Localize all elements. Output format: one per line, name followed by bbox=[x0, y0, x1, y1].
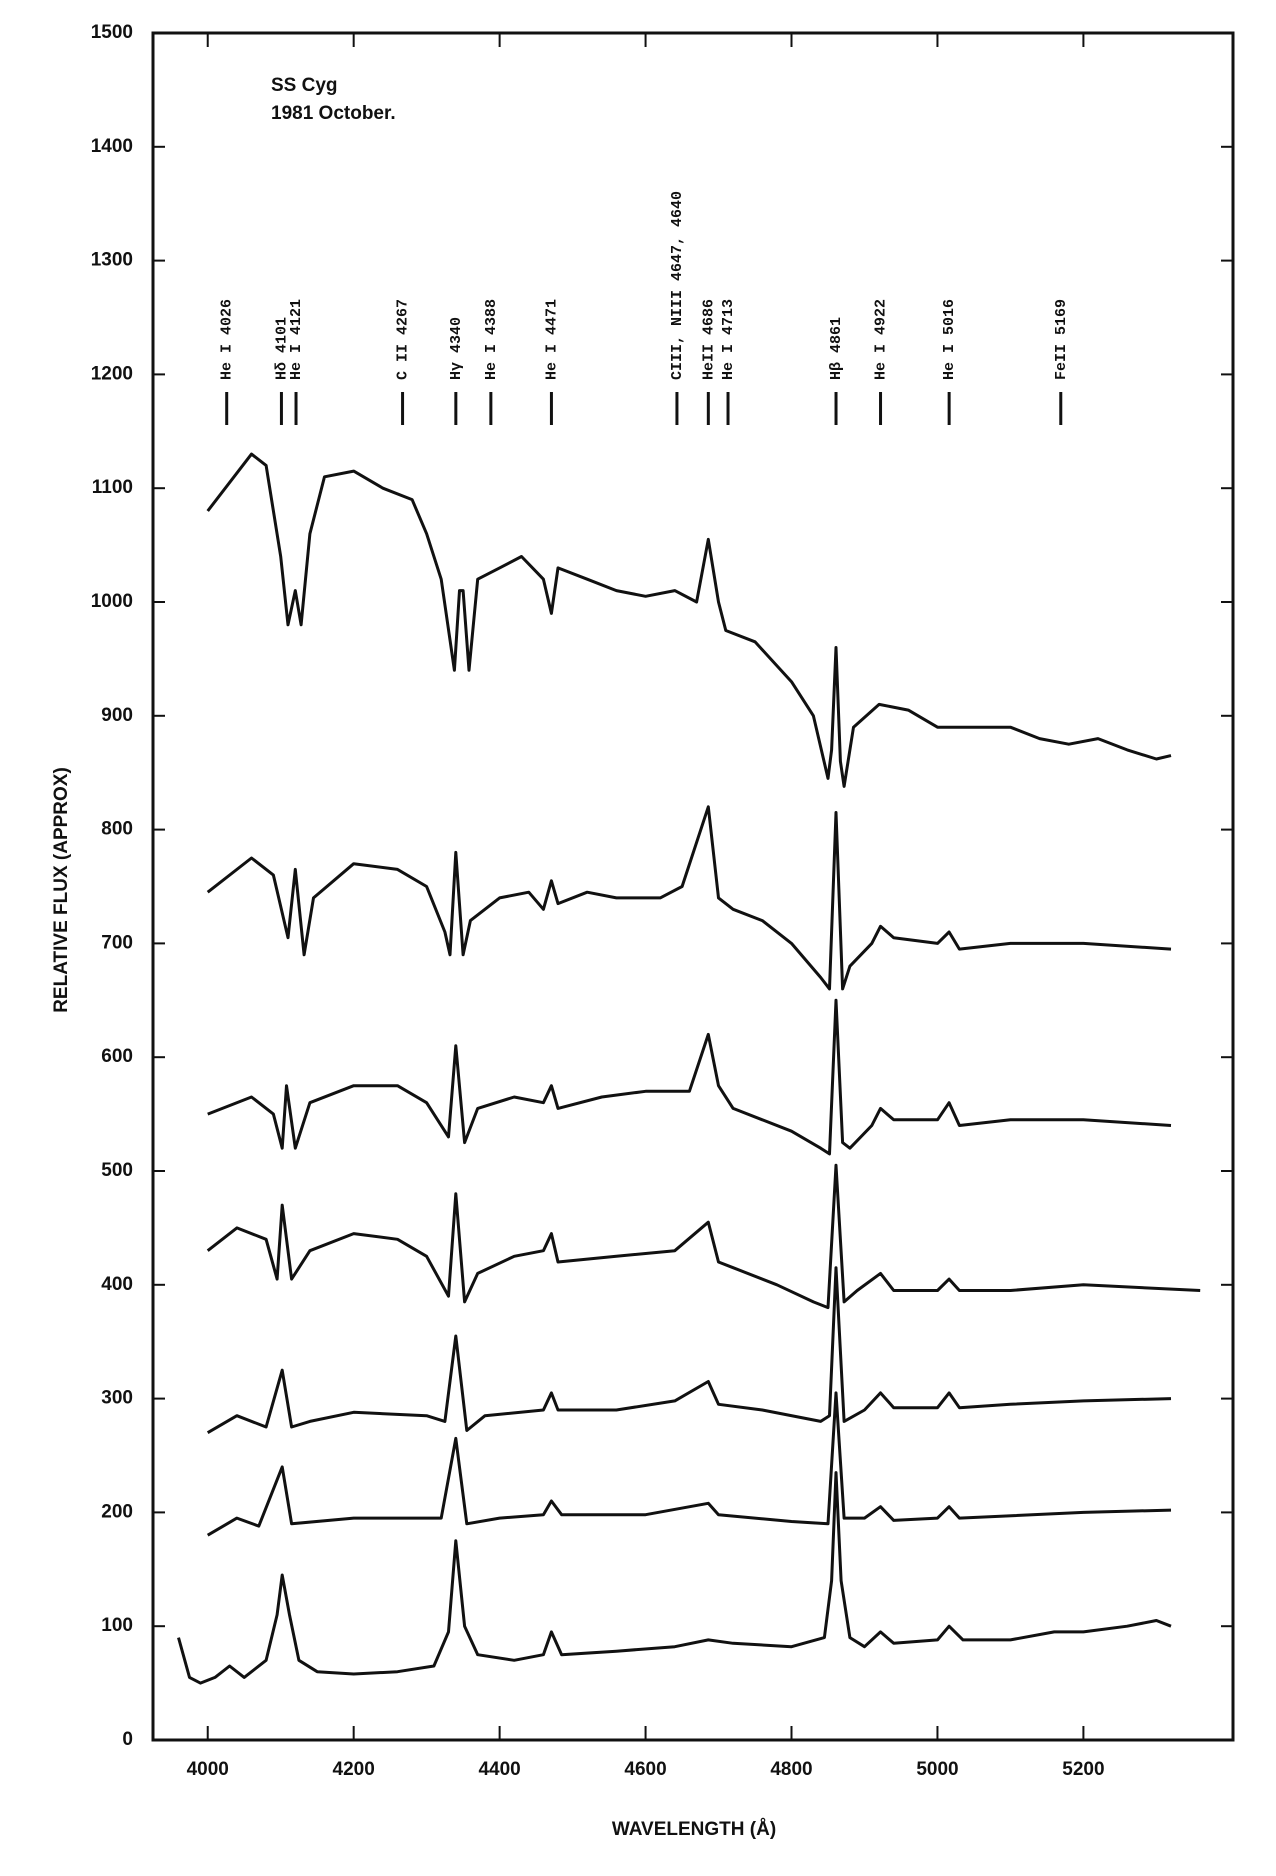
y-tick-label: 1100 bbox=[92, 477, 133, 498]
y-tick-label: 200 bbox=[101, 1501, 133, 1522]
spectrum-line bbox=[177, 1471, 1172, 1685]
y-tick-label: 1400 bbox=[91, 136, 133, 157]
y-tick-label: 400 bbox=[101, 1274, 133, 1295]
line-label: FeII 5169 bbox=[1053, 299, 1070, 380]
x-tick-label: 4200 bbox=[333, 1759, 375, 1780]
line-label: He I 5016 bbox=[941, 299, 958, 380]
line-label: C II 4267 bbox=[395, 299, 412, 380]
spectrum-line bbox=[206, 1391, 1172, 1537]
line-label: CIII, NIII 4647, 4640 bbox=[669, 191, 686, 380]
y-tick-label: 900 bbox=[101, 705, 133, 726]
y-tick-label: 300 bbox=[101, 1388, 133, 1409]
line-label: HeII 4686 bbox=[700, 299, 717, 380]
y-tick-label: 600 bbox=[101, 1046, 133, 1067]
y-tick-label: 500 bbox=[101, 1160, 133, 1181]
x-tick-label: 5000 bbox=[916, 1759, 958, 1780]
line-label: Hδ 4101 bbox=[273, 317, 290, 380]
y-axis-label: RELATIVE FLUX (APPROX) bbox=[51, 767, 72, 1013]
line-label: He I 4121 bbox=[288, 299, 305, 380]
y-tick-label: 0 bbox=[122, 1729, 133, 1750]
spectrum-line bbox=[206, 1163, 1201, 1310]
line-label: He I 4026 bbox=[219, 299, 236, 380]
line-label: He I 4922 bbox=[873, 299, 890, 380]
spectrum-line bbox=[206, 1266, 1172, 1434]
y-tick-label: 1500 bbox=[91, 22, 133, 43]
line-label: Hβ 4861 bbox=[828, 317, 845, 380]
spectrum-line bbox=[207, 998, 1172, 1156]
chart-subtitle: 1981 October. bbox=[271, 103, 396, 124]
y-tick-label: 1200 bbox=[91, 363, 133, 384]
x-tick-label: 5200 bbox=[1062, 1759, 1104, 1780]
x-tick-label: 4400 bbox=[478, 1759, 520, 1780]
y-tick-label: 100 bbox=[101, 1615, 133, 1636]
y-tick-label: 700 bbox=[101, 932, 133, 953]
x-axis-label: WAVELENGTH (Å) bbox=[612, 1819, 776, 1840]
line-label: Hγ 4340 bbox=[448, 317, 465, 380]
plot-frame bbox=[151, 31, 1235, 1742]
chart-title: SS Cyg bbox=[271, 75, 338, 96]
y-tick-label: 1300 bbox=[91, 250, 133, 271]
spectrum-line bbox=[206, 452, 1172, 788]
spectrum-line bbox=[206, 805, 1172, 991]
y-tick-label: 1000 bbox=[91, 591, 133, 612]
line-label: He I 4388 bbox=[483, 299, 500, 380]
x-tick-label: 4600 bbox=[624, 1759, 666, 1780]
x-tick-label: 4000 bbox=[187, 1759, 229, 1780]
line-label: He I 4713 bbox=[720, 299, 737, 380]
x-tick-label: 4800 bbox=[770, 1759, 812, 1780]
line-label: He I 4471 bbox=[543, 299, 560, 380]
y-tick-label: 800 bbox=[101, 819, 133, 840]
